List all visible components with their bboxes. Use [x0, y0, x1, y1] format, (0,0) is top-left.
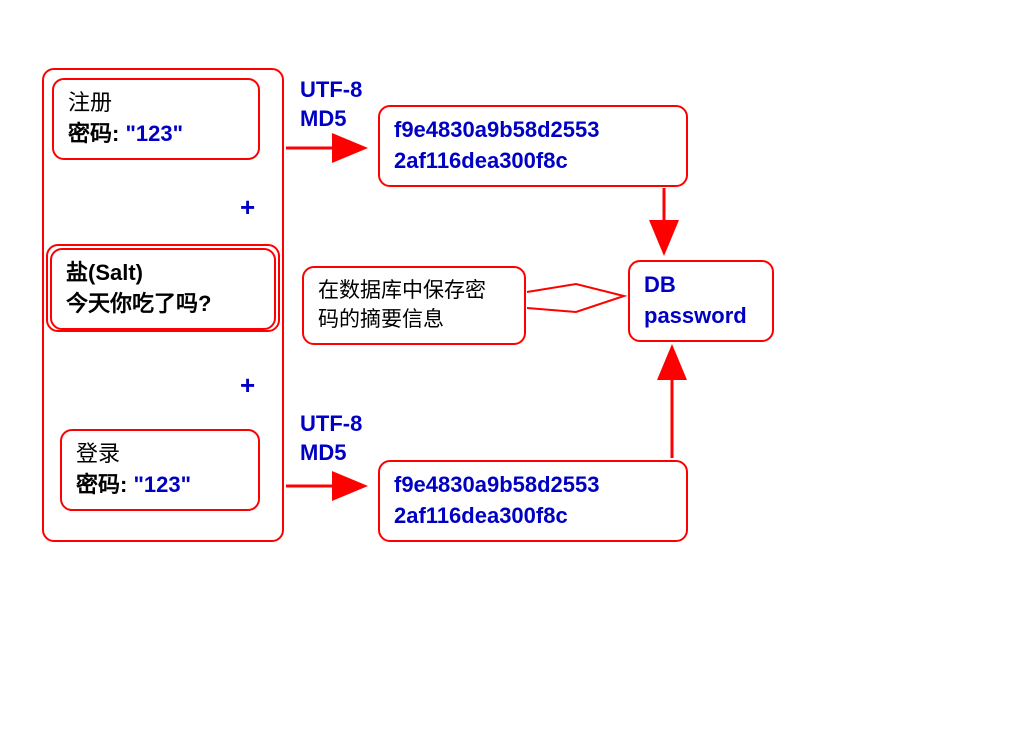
arrow-to-hash-top — [0, 0, 1024, 738]
